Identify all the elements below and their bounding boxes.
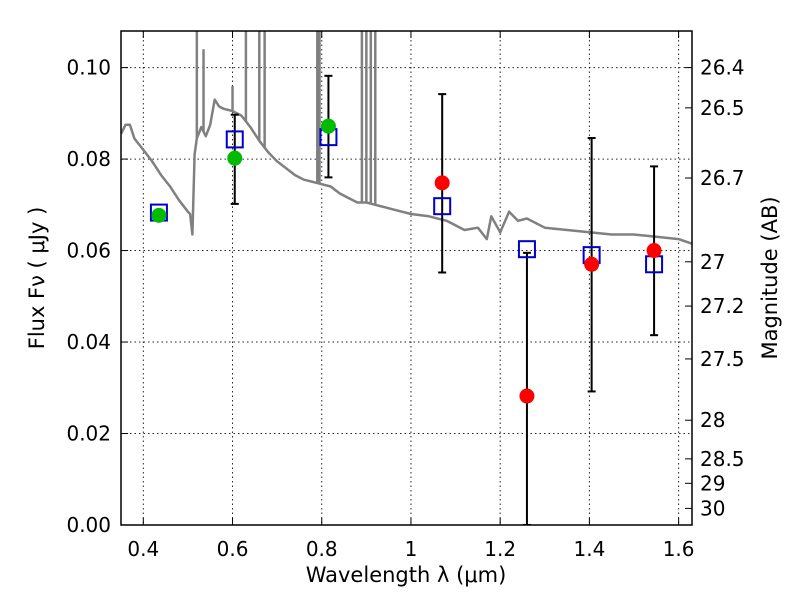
x-tick-label: 0.4 — [127, 537, 159, 561]
red-data-point — [646, 243, 662, 259]
plot-area — [121, 31, 692, 525]
red-data-point — [434, 175, 450, 191]
model-square-point — [517, 240, 536, 259]
mag-tick-label: 26.5 — [700, 96, 745, 120]
red-data-point — [519, 388, 535, 404]
mag-tick-label: 27.5 — [700, 347, 745, 371]
y-tick-label: 0.02 — [66, 422, 111, 446]
x-tick-label: 1 — [405, 537, 418, 561]
mag-tick-label: 26.7 — [700, 166, 745, 190]
mag-tick-label: 29 — [700, 471, 725, 495]
axis-labels: Wavelength λ (μm) Flux Fν ( μJy ) Magnit… — [25, 196, 782, 587]
y-axis-right-label: Magnitude (AB) — [758, 196, 782, 359]
red-data-point — [584, 256, 600, 272]
y-tick-label: 0.06 — [66, 239, 111, 263]
x-tick-label: 1.4 — [573, 537, 605, 561]
x-tick-label: 0.6 — [217, 537, 249, 561]
green-data-point — [320, 118, 336, 134]
green-data-point — [151, 207, 167, 223]
y-tick-label: 0.04 — [66, 330, 111, 354]
model-square-point — [225, 130, 244, 149]
model-square-point — [433, 197, 452, 216]
x-axis-label: Wavelength λ (μm) — [306, 563, 507, 587]
mag-tick-label: 30 — [700, 496, 725, 520]
mag-tick-label: 27.2 — [700, 294, 745, 318]
x-tick-label: 1.6 — [663, 537, 695, 561]
x-tick-label: 1.2 — [484, 537, 516, 561]
x-tick-label: 0.8 — [306, 537, 338, 561]
mag-tick-label: 27 — [700, 250, 725, 274]
green-data-point — [227, 150, 243, 166]
y-tick-label: 0.08 — [66, 147, 111, 171]
y-axis-label: Flux Fν ( μJy ) — [25, 207, 49, 350]
plot-frame — [120, 30, 693, 526]
template-spectrum-line — [121, 98, 692, 245]
y-tick-label: 0.00 — [66, 513, 111, 537]
mag-tick-label: 26.4 — [700, 56, 745, 80]
y-tick-label: 0.10 — [66, 56, 111, 80]
mag-tick-label: 28 — [700, 408, 725, 432]
tick-marks: 0.4 0.6 0.8 1 1.2 1.4 1.6 0.00 0.02 0.04 0.06 0.08 0… — [66, 31, 745, 561]
mag-tick-label: 28.5 — [700, 447, 745, 471]
